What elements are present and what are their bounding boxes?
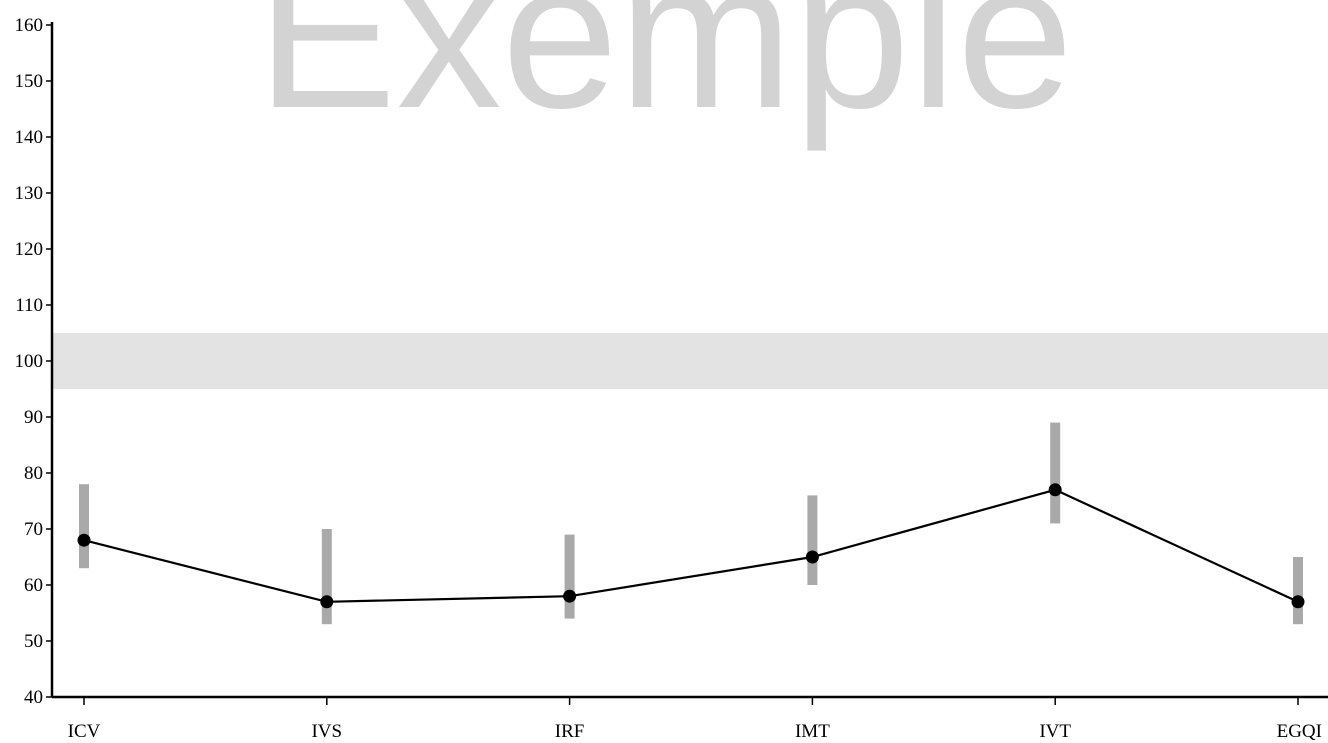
- y-tick-label: 130: [15, 183, 44, 204]
- reference-band: [52, 333, 1328, 389]
- y-tick-label: 150: [15, 71, 44, 92]
- error-bar: [564, 534, 575, 619]
- y-tick-label: 70: [24, 519, 43, 540]
- data-point: [563, 589, 577, 603]
- reference-band-layer: [52, 333, 1328, 389]
- watermark: Exemple: [256, 0, 1073, 152]
- data-point: [1048, 483, 1062, 497]
- series-markers: [77, 483, 1305, 609]
- series-line: [83, 488, 1299, 603]
- data-point: [1291, 595, 1305, 609]
- error-bar: [1293, 557, 1303, 625]
- y-tick-label: 80: [24, 463, 43, 484]
- axes: [46, 22, 1328, 705]
- error-bars: [79, 422, 1303, 625]
- y-tick-label: 60: [24, 575, 43, 596]
- x-tick-label: EGQI: [1277, 721, 1322, 742]
- x-tick-label: IMT: [795, 721, 830, 742]
- error-bar: [79, 484, 89, 569]
- x-tick-label: ICV: [68, 721, 101, 742]
- x-tick-label: IVS: [311, 721, 342, 742]
- y-tick-label: 140: [15, 127, 44, 148]
- error-bar: [1050, 422, 1061, 524]
- x-tick-label: IRF: [555, 721, 585, 742]
- tick-labels: 40 50 60 70 80 90 100 110 120 130 140 150 160 ICV IVS I…: [15, 15, 1323, 742]
- y-tick-label: 110: [15, 295, 43, 316]
- y-tick-label: 50: [24, 631, 43, 652]
- data-point: [77, 533, 91, 547]
- y-tick-label: 160: [15, 15, 44, 36]
- y-tick-label: 100: [15, 351, 44, 372]
- data-point: [805, 550, 819, 564]
- error-bar: [321, 529, 332, 625]
- series-line-layer: [83, 488, 1299, 603]
- error-bar: [807, 495, 818, 585]
- data-point: [320, 595, 334, 609]
- x-tick-label: IVT: [1039, 721, 1071, 742]
- y-tick-label: 90: [24, 407, 43, 428]
- y-tick-label: 120: [15, 239, 44, 260]
- y-tick-label: 40: [24, 687, 43, 708]
